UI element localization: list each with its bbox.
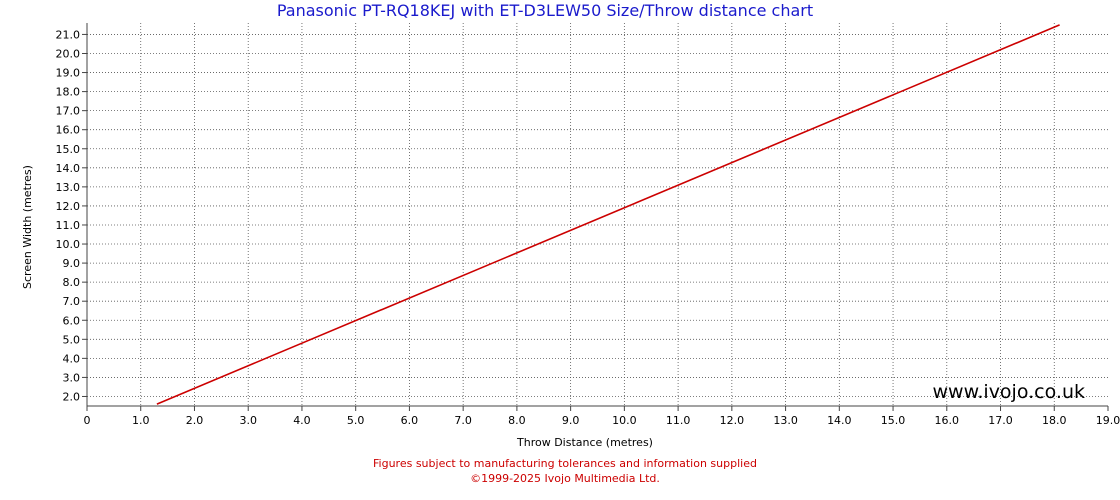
chart-title: Panasonic PT-RQ18KEJ with ET-D3LEW50 Siz… <box>276 1 814 20</box>
y-tick-label: 21.0 <box>56 28 81 41</box>
x-tick-label: 9.0 <box>562 414 580 427</box>
y-tick-label: 16.0 <box>56 124 81 137</box>
axes: 0 1.0 2.0 3.0 4.0 5.0 6.0 7.0 8.0 9.0 10.0 11.0 12.0… <box>56 23 1120 427</box>
grid <box>87 23 1108 406</box>
x-tick-label: 6.0 <box>401 414 419 427</box>
y-tick-label: 8.0 <box>63 276 81 289</box>
y-tick-label: 13.0 <box>56 181 81 194</box>
y-axis-label: Screen Width (metres) <box>21 165 34 289</box>
y-tick-label: 18.0 <box>56 86 81 99</box>
x-tick-label: 17.0 <box>988 414 1013 427</box>
y-tick-label: 10.0 <box>56 238 81 251</box>
x-tick-label: 14.0 <box>827 414 852 427</box>
x-tick-label: 5.0 <box>347 414 365 427</box>
y-tick-label: 17.0 <box>56 105 81 118</box>
y-tick-label: 11.0 <box>56 219 81 232</box>
y-tick-label: 7.0 <box>63 295 81 308</box>
y-tick-label: 5.0 <box>63 333 81 346</box>
watermark: www.ivojo.co.uk <box>933 381 1086 403</box>
y-tick-label: 15.0 <box>56 143 81 156</box>
x-tick-label: 12.0 <box>720 414 745 427</box>
x-tick-label: 4.0 <box>293 414 311 427</box>
x-tick-label: 10.0 <box>612 414 637 427</box>
x-tick-label: 15.0 <box>881 414 906 427</box>
y-tick-label: 6.0 <box>63 314 81 327</box>
y-tick-label: 12.0 <box>56 200 81 213</box>
x-tick-label: 1.0 <box>132 414 150 427</box>
x-tick-label: 11.0 <box>666 414 691 427</box>
x-tick-label: 8.0 <box>508 414 526 427</box>
series-line <box>156 24 1060 405</box>
x-tick-label: 19.0 <box>1096 414 1120 427</box>
x-tick-label: 7.0 <box>454 414 472 427</box>
y-tick-label: 19.0 <box>56 67 81 80</box>
x-tick-label: 3.0 <box>239 414 257 427</box>
x-tick-label: 18.0 <box>1042 414 1067 427</box>
y-tick-label: 14.0 <box>56 162 81 175</box>
x-axis-label: Throw Distance (metres) <box>516 436 653 449</box>
x-tick-label: 2.0 <box>186 414 204 427</box>
series-layer <box>156 24 1060 405</box>
y-tick-label: 20.0 <box>56 47 81 60</box>
x-tick-label: 0 <box>84 414 91 427</box>
footer-copyright: ©1999-2025 Ivojo Multimedia Ltd. <box>470 472 660 485</box>
x-tick-label: 13.0 <box>773 414 798 427</box>
y-tick-label: 3.0 <box>63 371 81 384</box>
y-tick-label: 4.0 <box>63 352 81 365</box>
y-tick-label: 9.0 <box>63 257 81 270</box>
y-tick-label: 2.0 <box>63 390 81 403</box>
x-tick-label: 16.0 <box>935 414 960 427</box>
footer-disclaimer: Figures subject to manufacturing toleran… <box>373 457 757 470</box>
